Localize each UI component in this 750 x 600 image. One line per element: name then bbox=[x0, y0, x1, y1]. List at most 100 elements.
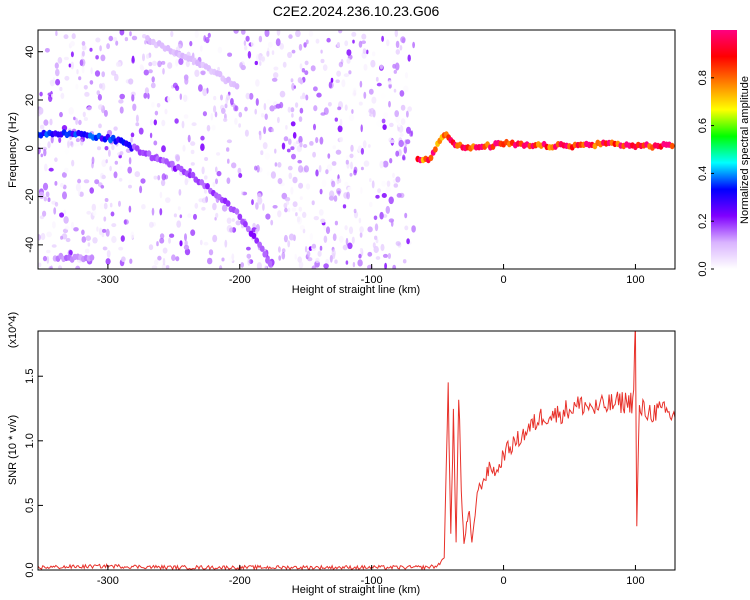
noise-cell bbox=[238, 173, 243, 178]
noise-cell bbox=[349, 153, 354, 159]
colorbar: 0.0 0.2 0.4 0.6 0.8 Normalized spectral ampl… bbox=[697, 30, 750, 277]
x-tick-label: 0 bbox=[500, 575, 506, 587]
noise-cell bbox=[130, 132, 135, 138]
noise-cell bbox=[112, 37, 118, 42]
trace-cell bbox=[234, 83, 240, 90]
noise-cell bbox=[113, 171, 118, 179]
noise-cell bbox=[215, 178, 218, 185]
noise-cell bbox=[85, 235, 92, 241]
noise-cell bbox=[351, 236, 355, 244]
noise-cell bbox=[337, 125, 343, 133]
noise-cell bbox=[240, 262, 244, 268]
noise-cell bbox=[190, 141, 196, 146]
noise-cell bbox=[215, 212, 219, 218]
noise-cell bbox=[388, 218, 395, 223]
noise-cell bbox=[258, 35, 263, 43]
colorbar-tick-label: 0.8 bbox=[697, 70, 709, 85]
noise-cell bbox=[74, 142, 80, 147]
noise-cell bbox=[287, 165, 293, 171]
trace-cell bbox=[205, 183, 210, 190]
noise-cell bbox=[299, 142, 303, 148]
noise-cell bbox=[335, 149, 342, 155]
noise-cell bbox=[367, 226, 373, 233]
noise-cell bbox=[221, 107, 226, 114]
noise-cell bbox=[104, 146, 109, 151]
noise-cell bbox=[101, 71, 105, 78]
noise-cell bbox=[144, 40, 147, 45]
noise-cell bbox=[140, 66, 145, 71]
noise-cell bbox=[75, 138, 80, 143]
chart-title: C2E2.2024.236.10.23.G06 bbox=[273, 3, 440, 19]
noise-cell bbox=[343, 73, 350, 78]
noise-cell bbox=[38, 234, 41, 241]
noise-cell bbox=[301, 68, 306, 73]
noise-cell bbox=[363, 160, 370, 167]
noise-cell bbox=[315, 137, 319, 144]
noise-cell bbox=[205, 36, 210, 44]
noise-cell bbox=[64, 75, 70, 81]
noise-cell bbox=[50, 265, 53, 269]
noise-cell bbox=[402, 259, 407, 264]
noise-cell bbox=[337, 190, 341, 197]
noise-cell bbox=[184, 176, 190, 183]
noise-cell bbox=[119, 106, 124, 114]
noise-cell bbox=[148, 69, 153, 74]
noise-cell bbox=[149, 221, 154, 228]
noise-cell bbox=[213, 95, 217, 101]
noise-cell bbox=[305, 183, 311, 190]
noise-cell bbox=[323, 263, 329, 269]
noise-cell bbox=[394, 62, 400, 71]
noise-cell bbox=[176, 220, 182, 228]
noise-cell bbox=[71, 159, 75, 167]
noise-cell bbox=[157, 255, 162, 261]
noise-cell bbox=[249, 92, 254, 100]
noise-cell bbox=[149, 119, 153, 126]
noise-cell bbox=[287, 106, 291, 113]
noise-cell bbox=[131, 35, 138, 41]
noise-cell bbox=[43, 148, 47, 157]
noise-cell bbox=[325, 226, 331, 234]
noise-cell bbox=[366, 49, 369, 55]
noise-cell bbox=[309, 141, 314, 146]
noise-cell bbox=[46, 256, 50, 264]
y-tick-label: 0.5 bbox=[24, 498, 36, 513]
noise-cell bbox=[79, 191, 84, 197]
noise-cell bbox=[124, 37, 129, 42]
noise-cell bbox=[210, 112, 214, 121]
noise-cell bbox=[322, 64, 328, 71]
noise-cell bbox=[353, 166, 358, 174]
noise-cell bbox=[244, 45, 248, 51]
noise-cell bbox=[70, 40, 75, 47]
noise-cell bbox=[77, 178, 82, 184]
noise-cell bbox=[164, 174, 169, 180]
noise-cell bbox=[226, 139, 232, 144]
noise-cell bbox=[217, 46, 223, 54]
noise-cell bbox=[360, 187, 363, 194]
noise-cell bbox=[83, 85, 88, 90]
noise-cell bbox=[94, 179, 100, 185]
noise-cell bbox=[254, 60, 258, 66]
noise-cell bbox=[335, 79, 340, 83]
noise-cell bbox=[129, 258, 133, 264]
noise-cell bbox=[361, 33, 367, 40]
noise-cell bbox=[119, 93, 125, 100]
noise-cell bbox=[204, 157, 209, 161]
noise-cell bbox=[287, 207, 291, 213]
noise-cell bbox=[360, 147, 364, 155]
spectrogram-y-ticks: -40 -20 0 20 40 bbox=[24, 46, 43, 253]
noise-cell bbox=[194, 202, 199, 209]
colorbar-tick-label: 0.0 bbox=[697, 261, 709, 276]
noise-cell bbox=[168, 237, 171, 244]
noise-cell bbox=[152, 222, 157, 227]
noise-cell bbox=[78, 76, 82, 81]
noise-cell bbox=[92, 237, 98, 244]
noise-cell bbox=[156, 103, 161, 108]
noise-cell bbox=[404, 72, 409, 79]
noise-cell bbox=[161, 119, 166, 127]
noise-cell bbox=[406, 238, 410, 245]
noise-cell bbox=[362, 140, 367, 149]
noise-cell bbox=[291, 113, 294, 118]
noise-cell bbox=[153, 175, 158, 180]
noise-cell bbox=[275, 38, 281, 47]
noise-cell bbox=[350, 161, 353, 170]
